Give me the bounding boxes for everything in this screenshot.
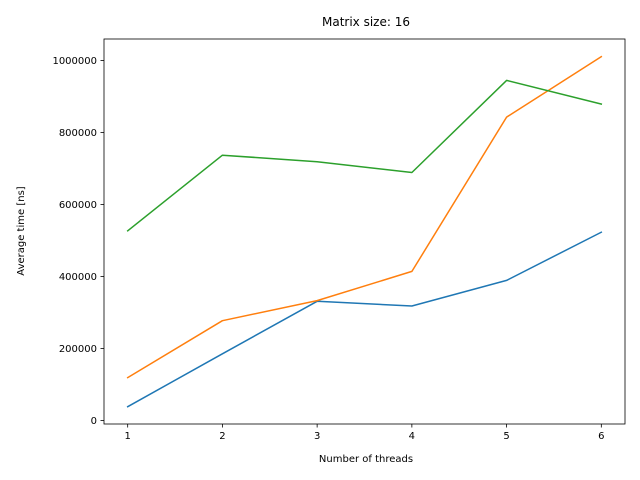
series-line-2 [126,55,603,379]
plot-area-frame [103,38,626,425]
x-tick-label: 6 [598,431,604,442]
chart-title: Matrix size: 16 [322,15,410,29]
x-axis-label: Number of threads [319,454,413,465]
y-axis-ticks: 0 200000 400000 600000 800000 1000000 [52,56,104,427]
y-tick-label: 1000000 [52,56,97,67]
x-axis-ticks: 1 2 3 4 5 6 [124,424,605,442]
x-tick-label: 1 [124,431,130,442]
x-tick-label: 4 [409,431,415,442]
x-tick-label: 2 [219,431,225,442]
x-tick-label: 3 [314,431,320,442]
series-line-3 [126,79,603,232]
y-tick-label: 0 [91,416,97,427]
y-tick-label: 200000 [59,344,97,355]
series-layer [126,55,603,408]
y-axis-label: Average time [ns] [16,186,27,275]
series-line-1 [126,231,603,408]
y-tick-label: 400000 [59,272,97,283]
y-tick-label: 600000 [59,200,97,211]
y-tick-label: 800000 [59,128,97,139]
x-tick-label: 5 [503,431,509,442]
